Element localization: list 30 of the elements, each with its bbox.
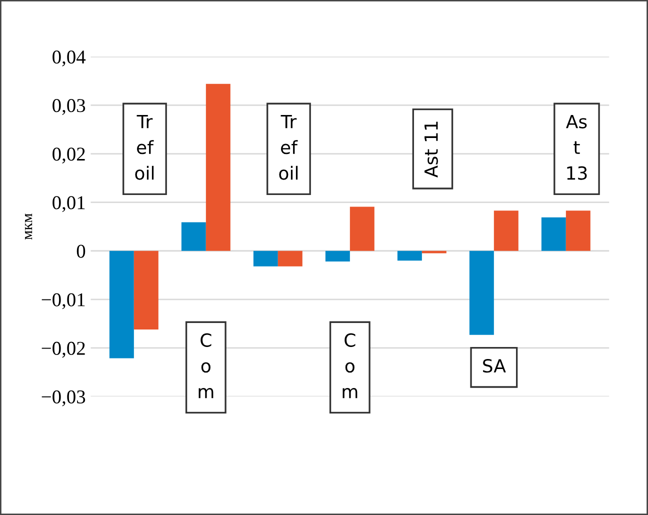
y-tick-label: 0,03 [52, 99, 86, 115]
bar [181, 222, 206, 251]
y-tick-label: 0 [76, 244, 86, 258]
annotation: As t 13 [566, 115, 587, 180]
bar [206, 84, 230, 251]
bar [109, 250, 134, 358]
bar [494, 210, 518, 251]
y-tick-label: 0,04 [52, 50, 86, 66]
y-tick-label: 0,02 [52, 148, 85, 164]
annotation: Tr ef oil [135, 115, 154, 180]
y-tick-label: 0,01 [52, 196, 85, 212]
bar [278, 250, 302, 266]
annotation: C o m [342, 333, 358, 398]
y-tick-label: −0,02 [42, 342, 85, 358]
annotation: C o m [198, 333, 214, 398]
y-tick-label: −0,03 [42, 390, 86, 406]
annotation: Ast 11 [424, 122, 438, 178]
bar [397, 250, 422, 261]
annotation: SA [483, 358, 506, 373]
bar [422, 250, 446, 254]
bar [350, 206, 374, 251]
bar [134, 250, 158, 330]
bar [541, 217, 566, 251]
bar [469, 250, 494, 335]
y-axis-title: мкм [25, 214, 32, 240]
annotation: Tr ef oil [279, 115, 298, 180]
bar [253, 250, 278, 266]
y-tick-label: −0,01 [42, 293, 85, 310]
bar [566, 210, 590, 251]
bar [325, 250, 350, 262]
